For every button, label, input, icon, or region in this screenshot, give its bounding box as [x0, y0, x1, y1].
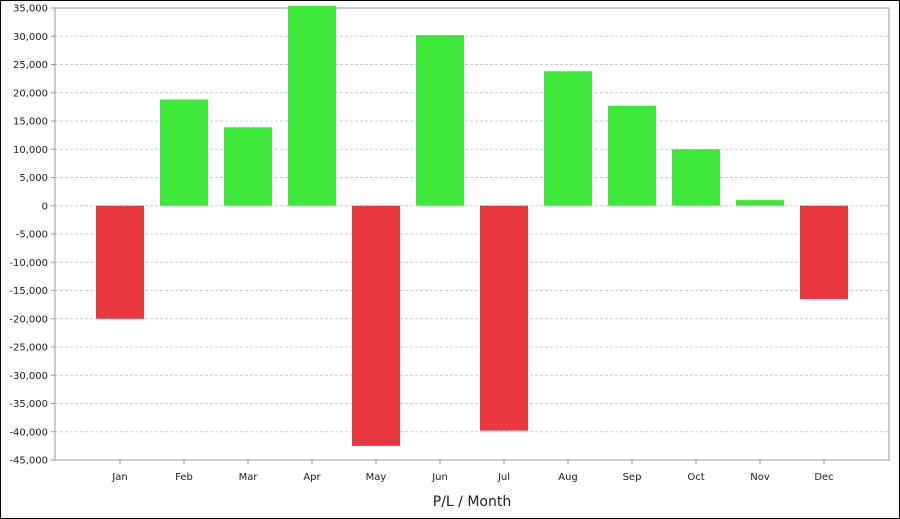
bars: [96, 5, 848, 446]
y-tick-label: -35,000: [9, 399, 48, 410]
x-tick-label: Aug: [558, 472, 578, 483]
y-tick-label: 30,000: [13, 32, 48, 43]
bar-feb: [160, 99, 208, 206]
x-tick-label: Apr: [303, 472, 321, 483]
bar-apr: [288, 5, 336, 206]
bar-may: [352, 205, 400, 446]
y-tick-label: 35,000: [13, 4, 48, 15]
grid-lines: [55, 7, 889, 461]
x-tick-label: Sep: [623, 472, 642, 483]
y-axis-ticks: 35,000 30,000 25,000 20,000 15,000 10,000 5,00…: [9, 4, 55, 467]
bar-jun: [416, 35, 464, 206]
y-tick-label: -45,000: [9, 456, 48, 467]
x-tick-label: Nov: [750, 472, 770, 483]
bar-dec: [800, 205, 848, 299]
x-axis-ticks: Jan Feb Mar Apr May Jun Jul Aug Sep Oct Nov Dec: [111, 460, 834, 483]
x-tick-label: May: [366, 472, 387, 483]
x-tick-label: Jun: [431, 472, 448, 483]
x-tick-label: Jan: [111, 472, 127, 483]
x-tick-label: Jul: [497, 472, 510, 483]
y-tick-label: -40,000: [9, 427, 48, 438]
y-tick-label: -30,000: [9, 371, 48, 382]
x-tick-label: Feb: [175, 472, 193, 483]
y-tick-label: -25,000: [9, 343, 48, 354]
y-tick-label: 20,000: [13, 88, 48, 99]
y-tick-label: 10,000: [13, 145, 48, 156]
y-tick-label: -20,000: [9, 314, 48, 325]
y-tick-label: 0: [42, 201, 48, 212]
x-tick-label: Oct: [687, 472, 704, 483]
bar-nov: [736, 200, 784, 206]
y-tick-label: -5,000: [16, 230, 48, 241]
bar-sep: [608, 105, 656, 206]
bar-jan: [96, 205, 144, 319]
bar-mar: [224, 127, 272, 206]
bar-oct: [672, 149, 720, 206]
y-tick-label: 5,000: [19, 173, 48, 184]
y-tick-label: -10,000: [9, 258, 48, 269]
x-tick-label: Dec: [814, 472, 833, 483]
y-tick-label: -15,000: [9, 286, 48, 297]
bar-jul: [480, 205, 528, 431]
y-tick-label: 25,000: [13, 60, 48, 71]
bar-aug: [544, 71, 592, 206]
x-axis-title: P/L / Month: [433, 494, 511, 510]
x-tick-label: Mar: [239, 472, 259, 483]
y-tick-label: 15,000: [13, 117, 48, 128]
